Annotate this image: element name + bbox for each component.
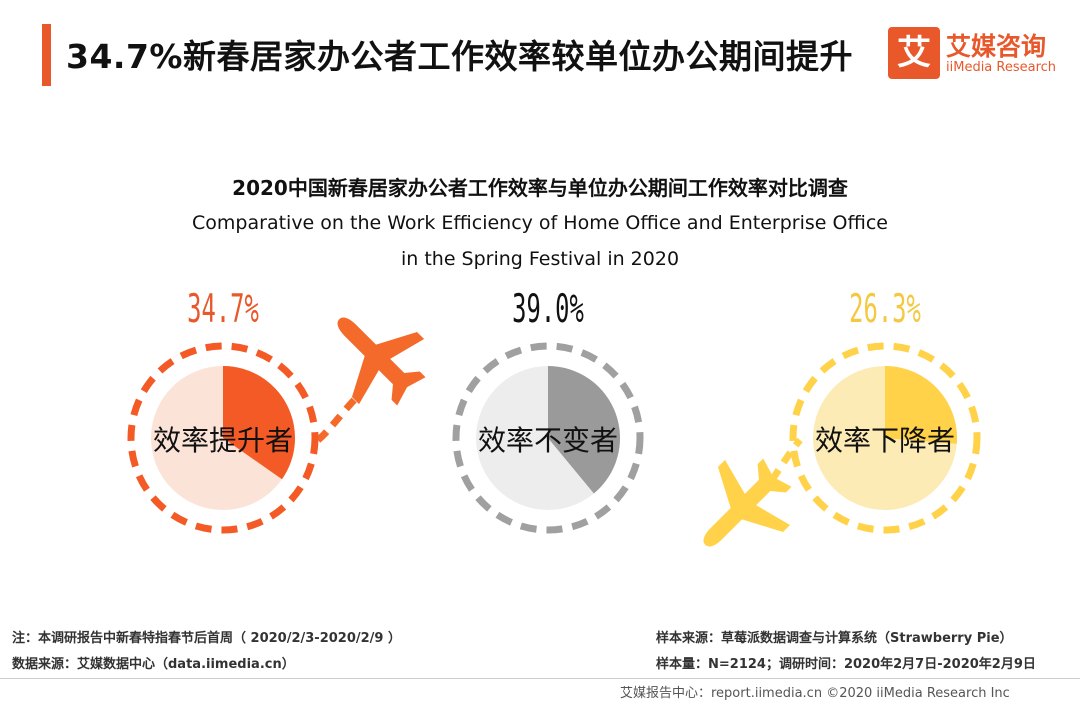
footer-sample-size: 样本量：N=2124；调研时间：2020年2月7日-2020年2月9日 [656,657,1036,672]
chart-subtitle-1: Comparative on the Work Efficiency of Ho… [192,212,888,234]
pie-slice-decrease [885,366,957,444]
pie-ring-decrease [789,342,981,534]
pie-slice-increase [223,366,295,480]
value-label-decrease: 26.3% [849,286,921,332]
pie-slice-same [548,366,620,494]
page-title: 34.7%新春居家办公者工作效率较单位办公期间提升 [66,37,853,76]
logo-mark: 艾 [888,27,940,79]
footer-data-source: 数据来源：艾媒数据中心（data.iimedia.cn） [12,657,295,672]
airplane-icon-yellow [703,458,792,547]
logo-en-text: iiMedia Research [946,60,1057,75]
footer-bottom: 艾媒报告中心：report.iimedia.cn ©2020 iiMedia R… [620,686,1010,701]
footer-divider [0,678,1080,679]
title-accent-bar [42,24,51,86]
logo-cn-text: 艾媒咨询 [946,32,1047,61]
footer-sample-source: 样本来源：草莓派数据调查与计算系统（Strawberry Pie） [656,631,1013,646]
airplane-icon-orange [337,317,426,406]
flight-trail-orange [315,395,359,443]
value-label-increase: 34.7% [187,286,259,332]
pie-increase: 效率提升者 34.7% [127,286,319,534]
value-label-same: 39.0% [512,286,584,332]
footer-note: 注：本调研报告中新春特指春节后首周（ 2020/2/3-2020/2/9 ） [12,631,401,646]
pie-same: 效率不变者 39.0% [452,286,644,534]
chart-subtitle-2: in the Spring Festival in 2020 [400,248,680,270]
pie-ring-same [452,342,644,534]
pie-label-decrease: 效率下降者 [815,424,955,457]
pie-label-same: 效率不变者 [478,424,618,457]
iimedia-logo: 艾 艾媒咨询 iiMedia Research [888,27,1068,82]
pie-label-increase: 效率提升者 [153,424,293,457]
pie-ring-increase [127,342,319,534]
chart-title: 2020中国新春居家办公者工作效率与单位办公期间工作效率对比调查 [232,176,848,200]
pie-decrease: 效率下降者 26.3% [789,286,981,534]
flight-trail-yellow [769,437,803,482]
